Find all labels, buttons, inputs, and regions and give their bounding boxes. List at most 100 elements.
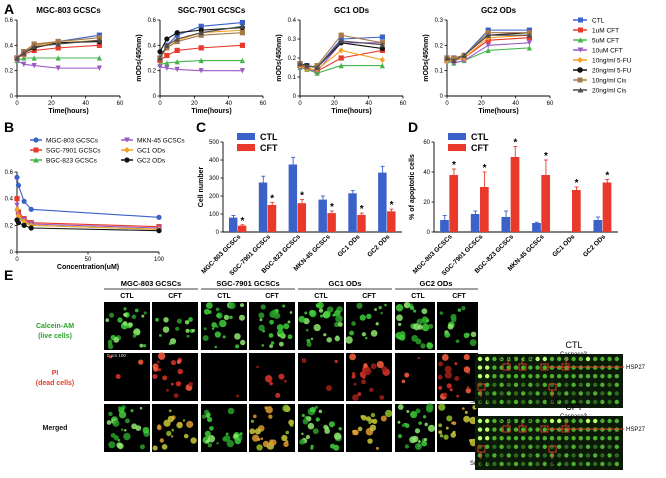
cell [415,408,421,414]
data-point [451,57,457,64]
array-spot [564,374,569,379]
bar [501,217,511,232]
array-spot [578,436,583,441]
cell [333,432,342,440]
cell [398,334,406,341]
cell [261,344,265,347]
cell [260,437,264,440]
array-spot [578,453,583,458]
data-point [164,36,170,42]
array-spot [535,399,540,405]
cell [351,321,356,326]
array-spot [521,461,526,467]
array-spot [607,453,612,458]
array-spot [492,356,497,362]
cell [202,335,209,342]
x-tick-label: 20 [191,101,198,107]
array-spot [564,444,569,449]
cell [409,305,415,311]
array-spot [564,436,569,441]
array-spot [557,427,562,432]
x-axis-label: Time(hours) [478,108,518,115]
x-tick-label: 0 [445,101,449,107]
array-spot [585,427,591,432]
data-point [198,45,204,51]
data-point [164,60,170,66]
bar [288,164,298,232]
cell [170,382,174,386]
cell [289,311,293,314]
array-spot [607,436,612,441]
data-point [198,30,204,36]
cell [356,302,363,309]
y-tick-label: 0.6 [148,18,157,24]
cell [418,421,422,425]
data-point [526,40,532,46]
cell [176,318,182,324]
array-spot [477,391,483,396]
array-spot [614,444,619,449]
cell [113,435,119,441]
cell [314,405,319,409]
array-spot [593,427,598,432]
f-ctl-xiap: XIAP [546,399,560,405]
array-spot [535,453,540,458]
cell [364,367,372,376]
cell [372,418,378,424]
cell [142,426,150,434]
cell [376,360,384,369]
data-point [338,47,344,54]
cell [365,336,368,340]
cell [307,422,315,430]
x-tick-label: 60 [117,101,124,107]
cell [211,322,217,328]
array-spot [571,427,576,432]
bar [440,220,449,232]
cell [349,353,357,361]
panel-label-c: C [196,119,206,135]
array-spot [477,382,483,387]
cell [357,392,362,396]
cell [415,338,422,345]
cell [166,388,169,392]
array-spot [542,382,547,387]
array-spot [564,382,569,387]
cell [416,318,423,325]
data-point [174,47,180,53]
cell [287,334,293,340]
cell [188,317,193,322]
array-spot [528,382,533,387]
array-spot [578,382,583,387]
cell [365,416,372,422]
cell [353,382,357,386]
e-group-mgc: MGC-803 GCSCs [121,279,181,288]
cell [406,409,410,414]
cell [337,321,343,327]
cell [318,409,323,414]
e-cond-3: CTL [217,293,231,300]
cell [152,373,158,379]
micrograph-tile [395,353,435,401]
data-point [21,222,27,228]
data-point [14,196,20,202]
array-spot [492,418,497,424]
f-title-cft: CFT [565,402,583,412]
cell [319,314,324,318]
cell [384,409,393,418]
cell [323,310,331,319]
cell [209,426,214,431]
data-point [297,61,303,67]
bar [387,211,396,232]
array-spot [513,436,519,441]
array-spot [571,453,576,458]
array-spot [564,453,569,458]
array-spot [528,365,533,370]
data-point [157,55,163,61]
cell [368,421,372,425]
cell [225,432,229,436]
array-spot [499,356,504,362]
y-tick-label: 0.2 [288,56,297,62]
cell [185,328,190,333]
cell [214,345,218,349]
